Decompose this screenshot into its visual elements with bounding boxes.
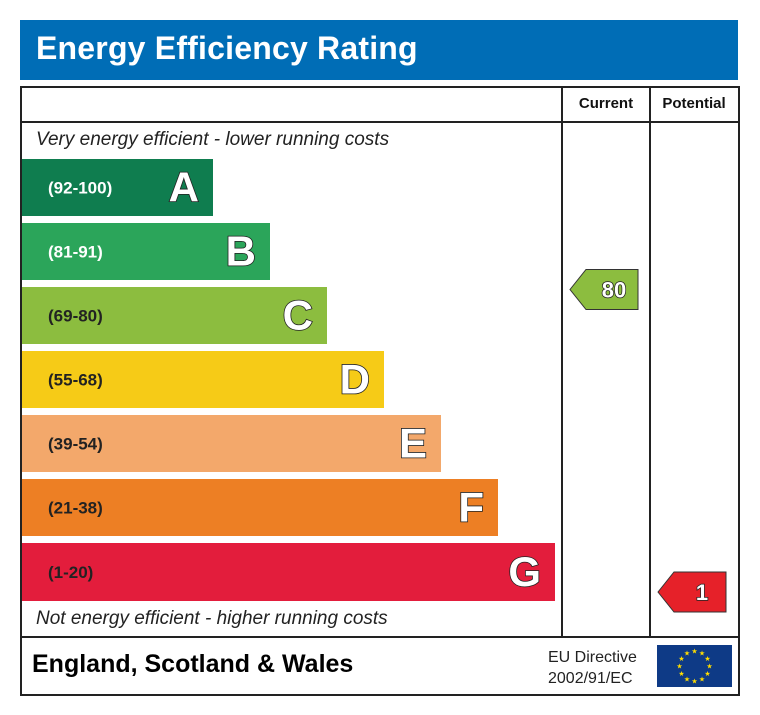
star-icon: ★ [699,650,705,658]
band-letter: D [340,356,370,403]
star-icon: ★ [699,675,705,683]
band-range-label: (81-91) [48,243,103,262]
potential-column-divider [649,86,651,638]
top-caption: Very energy efficient - lower running co… [36,129,390,150]
current-rating-arrow [569,269,639,310]
eu-flag-icon: ★ ★ ★ ★ ★ ★ ★ ★ ★ ★ ★ ★ [657,645,732,687]
rating-table [20,86,740,696]
page-title: Energy Efficiency Rating [36,30,418,66]
band-range-label: (69-80) [48,307,103,326]
band-letter: E [399,420,427,467]
band-bar-c [22,287,327,344]
star-icon: ★ [691,678,697,686]
header-divider [20,121,738,123]
band-letter: A [169,164,199,211]
star-icon: ★ [678,670,684,678]
band-letter: C [283,292,313,339]
potential-rating-value: 1 [696,580,708,605]
band-bar-e [22,415,441,472]
star-icon: ★ [684,675,690,683]
band-range-label: (21-38) [48,499,103,518]
band-bar-a [22,159,213,216]
footer-divider [20,636,738,638]
footer-directive: EU Directive 2002/91/EC [548,647,637,689]
band-range-label: (1-20) [48,563,93,582]
band-range-label: (39-54) [48,435,103,454]
star-icon: ★ [684,650,690,658]
title-bar: Energy Efficiency Rating [20,20,738,80]
band-letter: F [458,484,484,531]
directive-line-1: EU Directive [548,649,637,666]
current-column-divider [561,86,563,638]
band-bar-d [22,351,384,408]
star-icon: ★ [676,663,682,671]
star-icon: ★ [704,670,710,678]
band-range-label: (92-100) [48,179,112,198]
band-bar-g [22,543,555,601]
star-icon: ★ [704,655,710,663]
band-letter: B [226,228,256,275]
band-letter: G [508,548,541,595]
band-range-label: (55-68) [48,371,103,390]
band-bar-f [22,479,498,536]
current-column-header: Current [578,95,634,112]
band-bar-b [22,223,270,280]
bottom-caption: Not energy efficient - higher running co… [36,608,388,629]
potential-rating-arrow [657,571,727,613]
star-icon: ★ [678,655,684,663]
star-icon: ★ [706,663,712,671]
potential-column-header: Potential [662,95,726,112]
star-icon: ★ [691,648,697,656]
current-rating-value: 80 [602,278,626,303]
footer-country: England, Scotland & Wales [32,650,354,678]
directive-line-2: 2002/91/EC [548,670,633,687]
